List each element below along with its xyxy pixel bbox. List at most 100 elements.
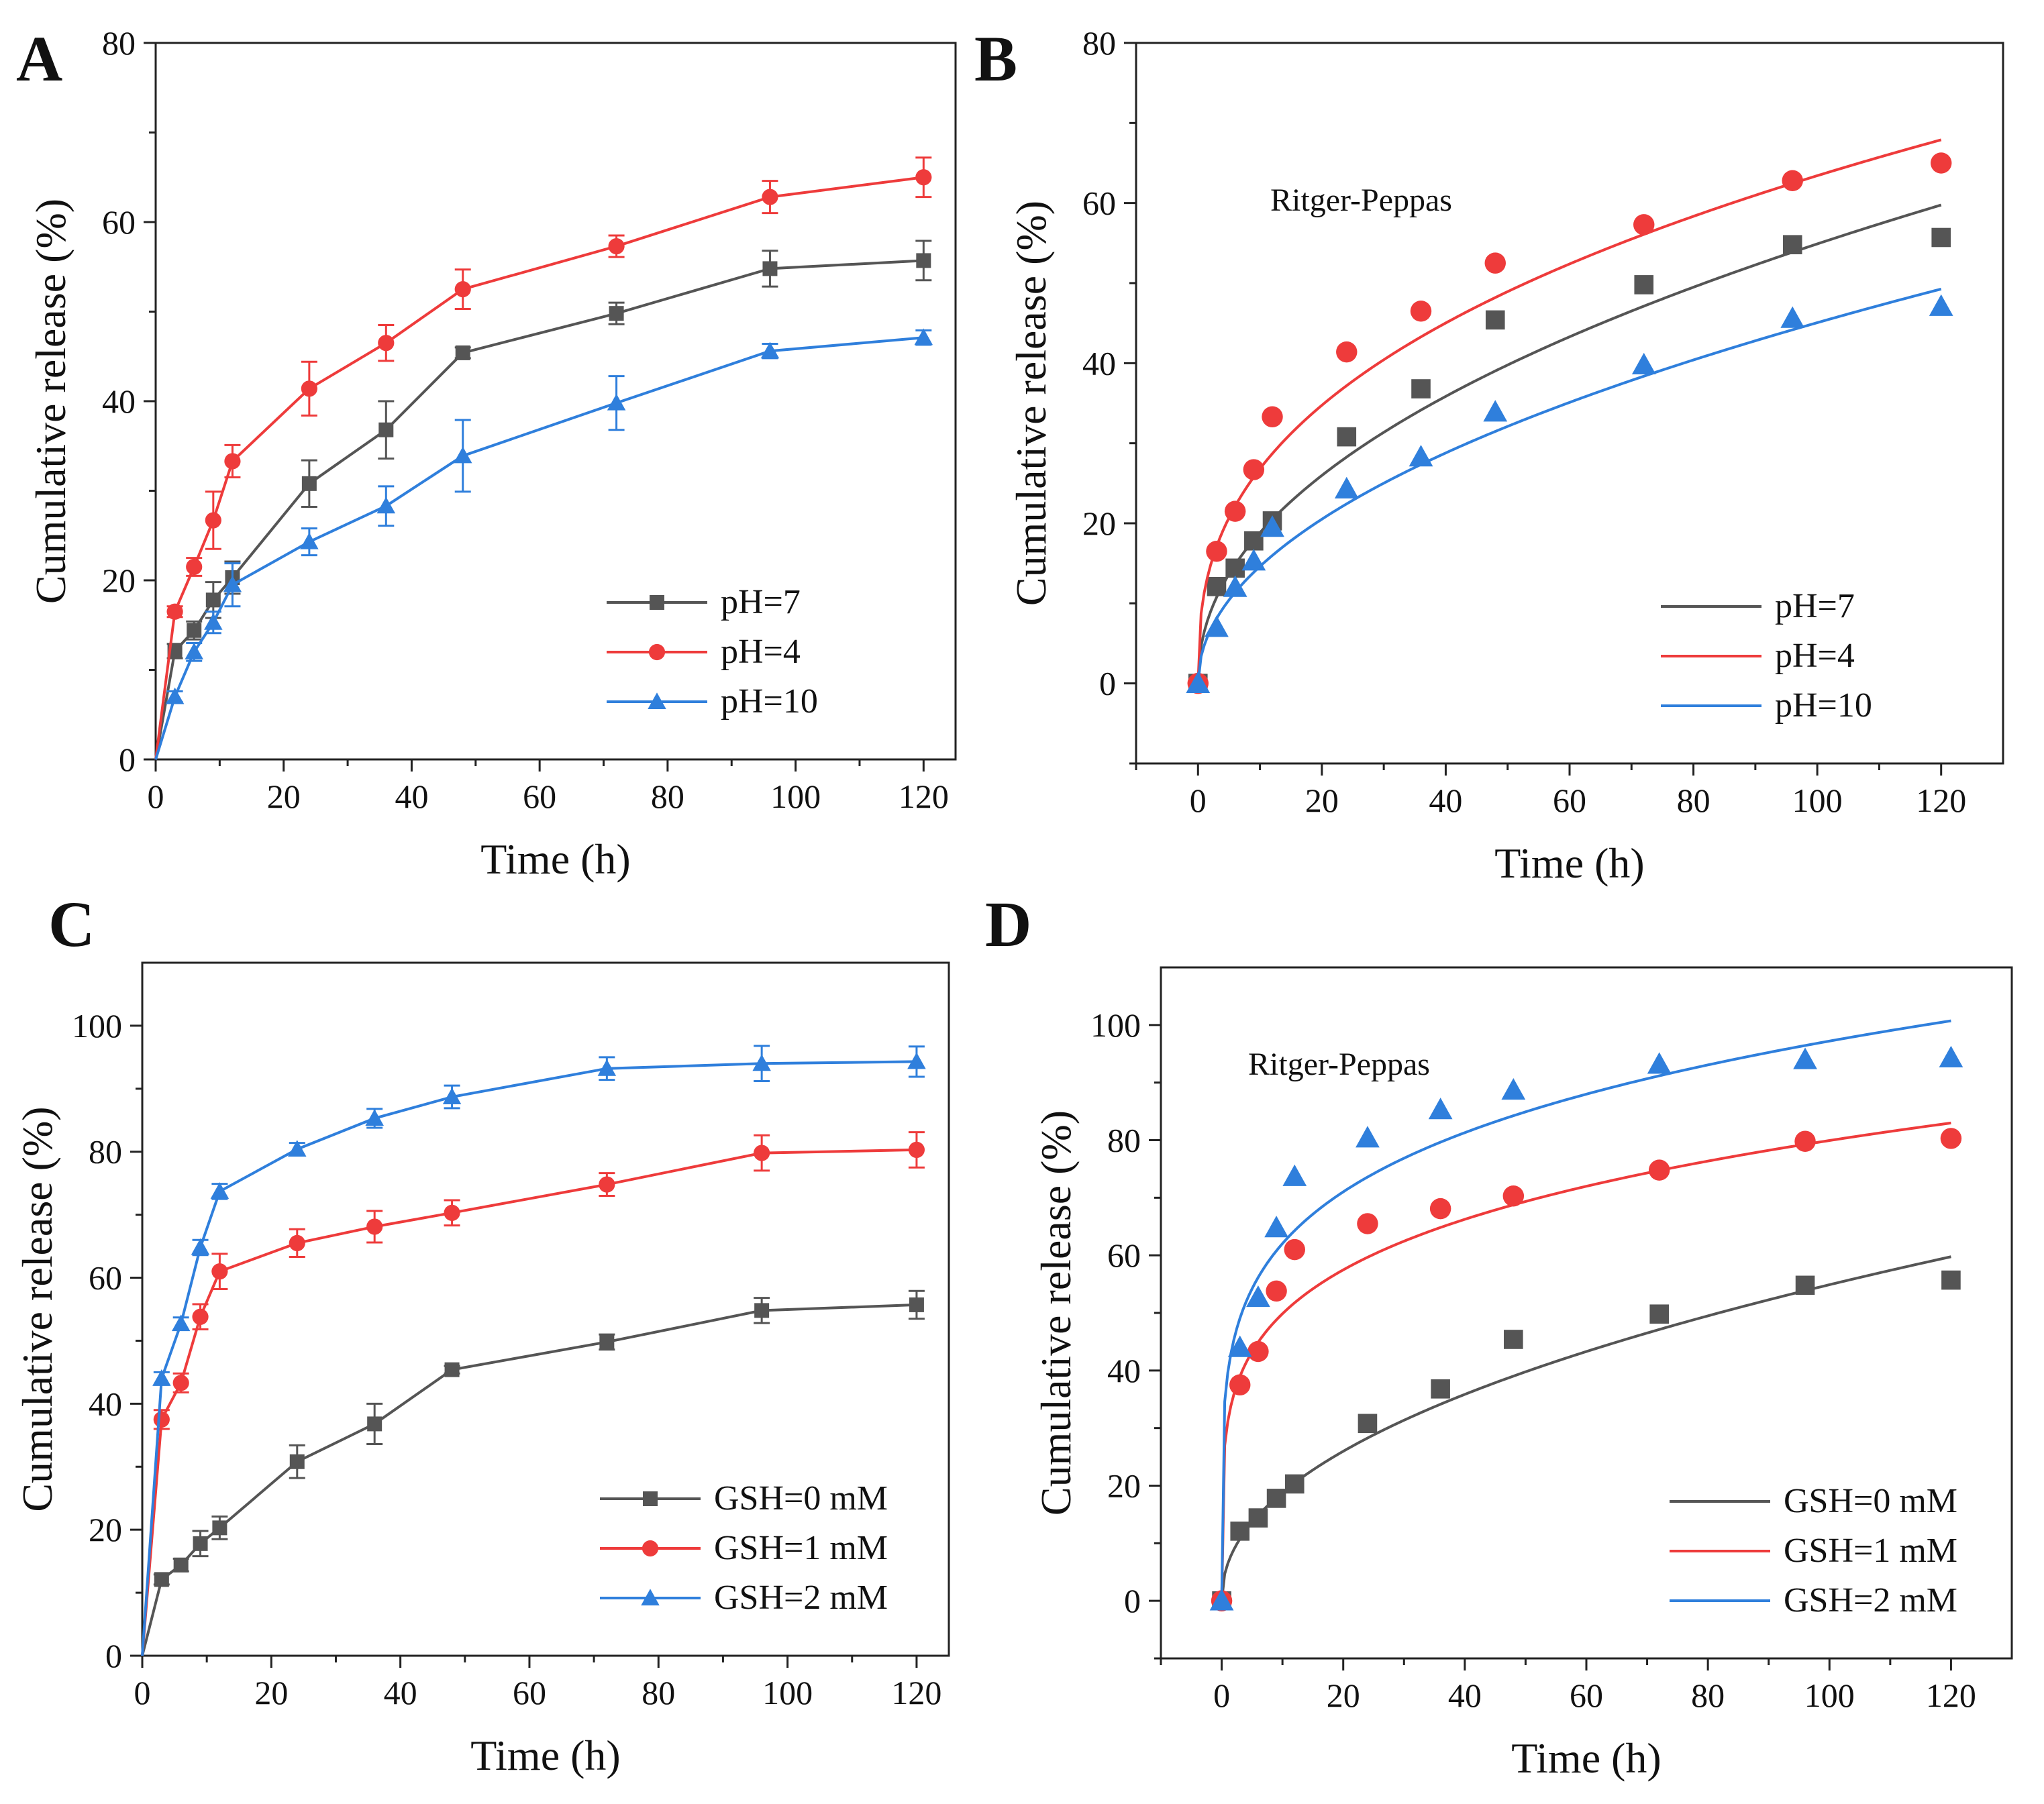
- legend-item: GSH=1 mM: [600, 1529, 888, 1567]
- data-point: [192, 1308, 209, 1325]
- legend-marker: [648, 692, 666, 709]
- data-point: [288, 1140, 307, 1157]
- data-point: [1244, 531, 1264, 551]
- data-point: [1502, 1185, 1525, 1207]
- data-point: [301, 476, 317, 491]
- y-tick-label: 80: [89, 1133, 122, 1171]
- y-tick-label: 80: [1107, 1122, 1141, 1159]
- data-point: [907, 1052, 926, 1069]
- data-point: [1336, 341, 1358, 363]
- y-tick-label: 20: [89, 1511, 122, 1548]
- data-point: [1224, 500, 1246, 522]
- data-point: [1633, 214, 1655, 235]
- data-point: [1648, 1159, 1670, 1181]
- y-tick-label: 80: [1082, 24, 1116, 62]
- x-tick-label: 80: [1677, 782, 1710, 819]
- data-point: [289, 1234, 305, 1251]
- x-tick-label: 40: [1448, 1677, 1482, 1714]
- data-point: [608, 237, 625, 255]
- series-line: [154, 176, 924, 760]
- data-point: [1241, 549, 1266, 571]
- legend-label: pH=7: [721, 583, 801, 621]
- chart-a: 0 20 40 60 80 100 120 0 20 40 60 80 Time (h) Cumulati…: [27, 24, 957, 883]
- data-point: [365, 1109, 384, 1126]
- data-point: [609, 306, 624, 321]
- data-point: [223, 575, 242, 592]
- y-tick-label: 20: [1107, 1467, 1141, 1505]
- data-point: [1248, 1508, 1268, 1528]
- data-point: [1930, 152, 1952, 174]
- x-tick-label: 20: [1327, 1677, 1360, 1714]
- fit-curve: [1220, 1255, 1951, 1601]
- data-point: [210, 1182, 229, 1199]
- legend-marker: [648, 643, 666, 661]
- x-tick-label: 20: [1305, 782, 1339, 819]
- data-point: [1243, 459, 1265, 480]
- x-tick-label: 80: [651, 778, 684, 815]
- x-tick-label: 0: [1213, 1677, 1230, 1714]
- data-point: [185, 643, 203, 659]
- data-point: [1334, 476, 1359, 498]
- plot-frame: [154, 42, 957, 761]
- data-point: [1229, 1374, 1251, 1396]
- data-point: [289, 1454, 305, 1469]
- data-point: [1501, 1077, 1526, 1100]
- data-point: [607, 393, 626, 411]
- data-point: [754, 1303, 770, 1318]
- series-ph-4: [154, 156, 932, 760]
- legend-label: pH=10: [1775, 686, 1872, 725]
- y-tick-label: 20: [1082, 505, 1116, 542]
- series-ph-4: [1187, 138, 1952, 694]
- y-tick-label: 0: [119, 741, 136, 778]
- data-point: [1940, 1128, 1962, 1149]
- data-point: [1260, 515, 1284, 537]
- y-tick-label: 20: [102, 562, 136, 599]
- data-point: [367, 1416, 382, 1432]
- y-tick-label: 60: [89, 1259, 122, 1297]
- y-tick-label: 60: [102, 203, 136, 241]
- data-point: [1780, 306, 1805, 328]
- data-point: [193, 1536, 208, 1551]
- x-axis-label: Time (h): [470, 1732, 620, 1779]
- legend-label: GSH=2 mM: [1784, 1581, 1957, 1620]
- data-point: [166, 603, 183, 620]
- legend-item: GSH=1 mM: [1670, 1532, 1957, 1570]
- data-point: [152, 1369, 171, 1386]
- data-point: [1266, 1489, 1286, 1508]
- data-point: [165, 687, 185, 704]
- x-tick-label: 100: [1792, 782, 1843, 819]
- data-point: [171, 1314, 191, 1332]
- x-tick-label: 120: [899, 778, 949, 815]
- legend-item: pH=10: [607, 682, 818, 721]
- legend-item: pH=7: [607, 583, 801, 621]
- legend-marker: [643, 1491, 658, 1506]
- panel-label-d: D: [985, 888, 1032, 960]
- data-point: [1484, 252, 1506, 274]
- x-tick-label: 120: [891, 1674, 941, 1711]
- data-point: [1634, 275, 1654, 295]
- data-point: [205, 512, 221, 529]
- chart-c: 0 20 40 60 80 100 120 0 20 40 60 80 100 Time (h) Cumul…: [13, 961, 950, 1779]
- x-axis-label: Time (h): [480, 835, 630, 883]
- data-point: [1409, 445, 1433, 467]
- x-axis-label: Time (h): [1494, 839, 1644, 887]
- data-point: [453, 446, 472, 464]
- data-point: [1230, 1522, 1250, 1541]
- data-point: [444, 1362, 460, 1377]
- data-point: [186, 558, 203, 576]
- data-point: [455, 345, 470, 360]
- data-point: [153, 1411, 170, 1428]
- data-point: [1262, 406, 1283, 428]
- data-point: [378, 335, 395, 352]
- data-point: [172, 1375, 189, 1391]
- data-point: [1431, 1379, 1450, 1399]
- data-point: [1356, 1126, 1380, 1148]
- data-point: [1227, 1335, 1252, 1357]
- fit-curve: [1220, 1121, 1951, 1601]
- series-gsh-1-mm: [141, 1131, 925, 1656]
- data-point: [1284, 1474, 1305, 1494]
- series-gsh-2-mm: [1209, 1019, 1963, 1611]
- data-point: [444, 1204, 460, 1221]
- legend-item: pH=4: [1661, 637, 1855, 675]
- data-point: [916, 253, 931, 268]
